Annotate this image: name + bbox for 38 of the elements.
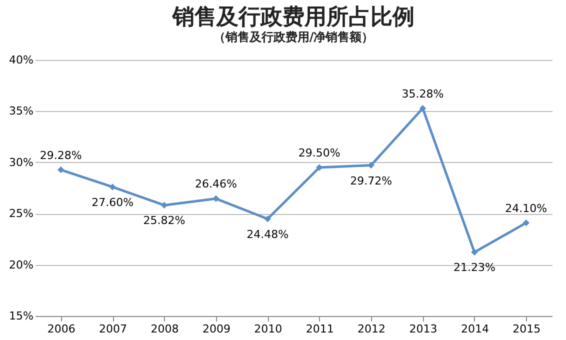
point (212, 195, 220, 202)
x-tick-label: 2007 (99, 322, 128, 336)
y-tick-label: 40% (9, 54, 34, 66)
x-tick-label: 2012 (358, 322, 386, 336)
data-label: 24.48% (246, 228, 289, 241)
x-tick-label: 2010 (254, 322, 282, 336)
data-label: 27.60% (92, 196, 134, 209)
x-tick-label: 2008 (150, 322, 179, 336)
y-tick-label: 20% (9, 258, 34, 272)
point (368, 162, 374, 169)
x-tick-label: 2006 (47, 322, 76, 336)
data-label: 35.28% (402, 87, 444, 100)
point (419, 104, 426, 112)
data-label: 21.23% (453, 261, 496, 274)
y-tick-label: 35% (9, 104, 34, 118)
x-tick-label: 2015 (512, 322, 541, 336)
y-tick-label: 15% (9, 310, 34, 322)
x-tick-label: 2011 (306, 322, 334, 336)
x-tick-label: 2013 (409, 322, 438, 336)
point (264, 216, 272, 222)
y-tick-label: 25% (9, 207, 34, 220)
point (57, 166, 64, 174)
point (109, 184, 116, 190)
data-label: 24.10% (505, 202, 548, 215)
point (471, 248, 478, 256)
data-label: 29.72% (350, 174, 392, 188)
point (522, 219, 530, 226)
x-tick-label: 2009 (202, 322, 230, 336)
point (160, 202, 168, 209)
point (316, 164, 323, 171)
chart-subtitle: （销售及行政费用/净销售额） (213, 30, 374, 44)
chart-title: 销售及行政费用所占比例 (172, 5, 414, 30)
data-label: 29.50% (298, 146, 340, 160)
data-label: 29.28% (40, 148, 82, 162)
data-label: 26.46% (194, 178, 237, 191)
x-tick-label: 2014 (460, 322, 489, 336)
y-tick-label: 30% (9, 156, 34, 169)
data-label: 25.82% (143, 214, 186, 228)
